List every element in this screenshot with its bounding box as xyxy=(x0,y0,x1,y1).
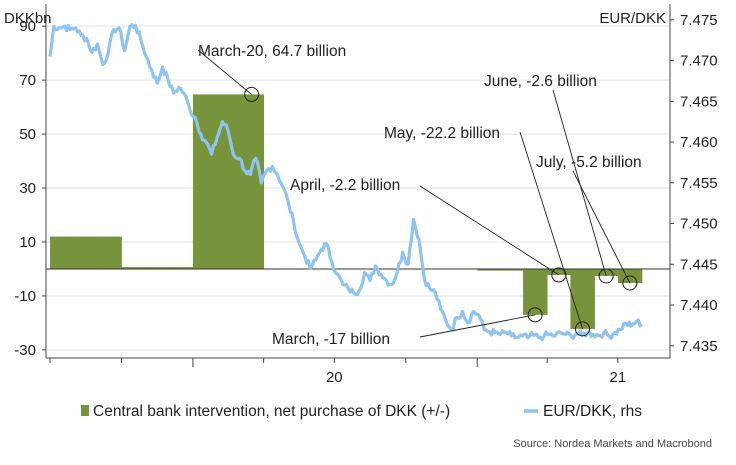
left-tick-label: 10 xyxy=(19,234,36,251)
right-tick-label: 7.460 xyxy=(680,134,718,151)
annotation-label: June, -2.6 billion xyxy=(484,73,597,90)
right-tick-label: 7.440 xyxy=(680,297,718,314)
bar-2019-12 xyxy=(168,267,194,269)
right-tick-label: 7.445 xyxy=(680,256,718,273)
left-tick-label: 50 xyxy=(19,126,36,143)
annotation-label: April, -2.2 billion xyxy=(290,177,400,194)
bar-2019-07 xyxy=(50,236,75,269)
x-axis-ticks: 20 21 xyxy=(49,358,626,386)
right-tick-label: 7.475 xyxy=(680,12,718,29)
annotation-marker xyxy=(244,86,260,102)
left-tick-label: 90 xyxy=(19,18,36,35)
left-axis-ticks: 90 70 50 30 10 -10 -30 xyxy=(14,18,46,359)
bar-2019-09 xyxy=(98,236,122,269)
eur-dkk-line xyxy=(48,23,643,342)
annotation-marker xyxy=(598,268,614,284)
right-tick-label: 7.435 xyxy=(680,338,718,355)
bar-series xyxy=(50,94,643,329)
left-tick-label: 30 xyxy=(19,180,36,197)
annotations: March-20, 64.7 billion March, -17 billion… xyxy=(197,43,642,348)
right-axis-unit-label: EUR/DKK xyxy=(599,10,666,27)
bar-2021-02 xyxy=(501,268,524,271)
annotation-label: March, -17 billion xyxy=(272,331,390,348)
legend-bar-label: Central bank intervention, net purchase … xyxy=(93,403,450,420)
annotation-label: May, -22.2 billion xyxy=(384,125,500,142)
bar-2021-04 xyxy=(547,268,571,275)
right-tick-label: 7.455 xyxy=(680,175,718,192)
annotation-leader xyxy=(419,185,560,276)
bar-2021-03 xyxy=(523,268,548,315)
annotation-marker xyxy=(574,321,590,337)
source-note: Source: Nordea Markets and Macrobond xyxy=(513,438,712,450)
legend: Central bank intervention, net purchase … xyxy=(81,403,642,420)
bar-2021-01 xyxy=(477,268,502,271)
annotation-marker xyxy=(622,275,638,291)
legend-line-label: EUR/DKK, rhs xyxy=(543,403,642,420)
right-tick-label: 7.450 xyxy=(680,216,718,233)
x-tick-label: 20 xyxy=(326,369,343,386)
annotation-label: March-20, 64.7 billion xyxy=(198,43,346,60)
bar-2021-05 xyxy=(570,268,595,329)
bar-2019-08 xyxy=(74,236,99,269)
annotation-leader xyxy=(197,49,252,95)
right-axis-ticks: 7.475 7.470 7.465 7.460 7.455 7.450 7.445 7.440… xyxy=(670,12,718,355)
left-tick-label: 70 xyxy=(19,72,36,89)
legend-bar-swatch xyxy=(81,405,89,416)
left-axis-unit-label: DKKbn xyxy=(4,10,52,27)
bar-2021-06 xyxy=(594,268,619,276)
left-tick-label: -10 xyxy=(14,288,36,305)
annotation-leader xyxy=(419,314,536,338)
annotation-leader xyxy=(519,131,583,330)
right-tick-label: 7.465 xyxy=(680,93,718,110)
x-tick-label: 21 xyxy=(609,369,626,386)
annotation-leader xyxy=(572,170,631,284)
annotation-marker xyxy=(527,307,543,323)
right-tick-label: 7.470 xyxy=(680,53,718,70)
annotation-label: July, -5.2 billion xyxy=(536,154,642,171)
bar-2020-02 xyxy=(217,94,240,269)
bar-2019-11 xyxy=(145,267,170,269)
axes xyxy=(45,4,671,359)
bar-2019-10 xyxy=(121,267,146,269)
left-tick-label: -30 xyxy=(14,342,36,359)
